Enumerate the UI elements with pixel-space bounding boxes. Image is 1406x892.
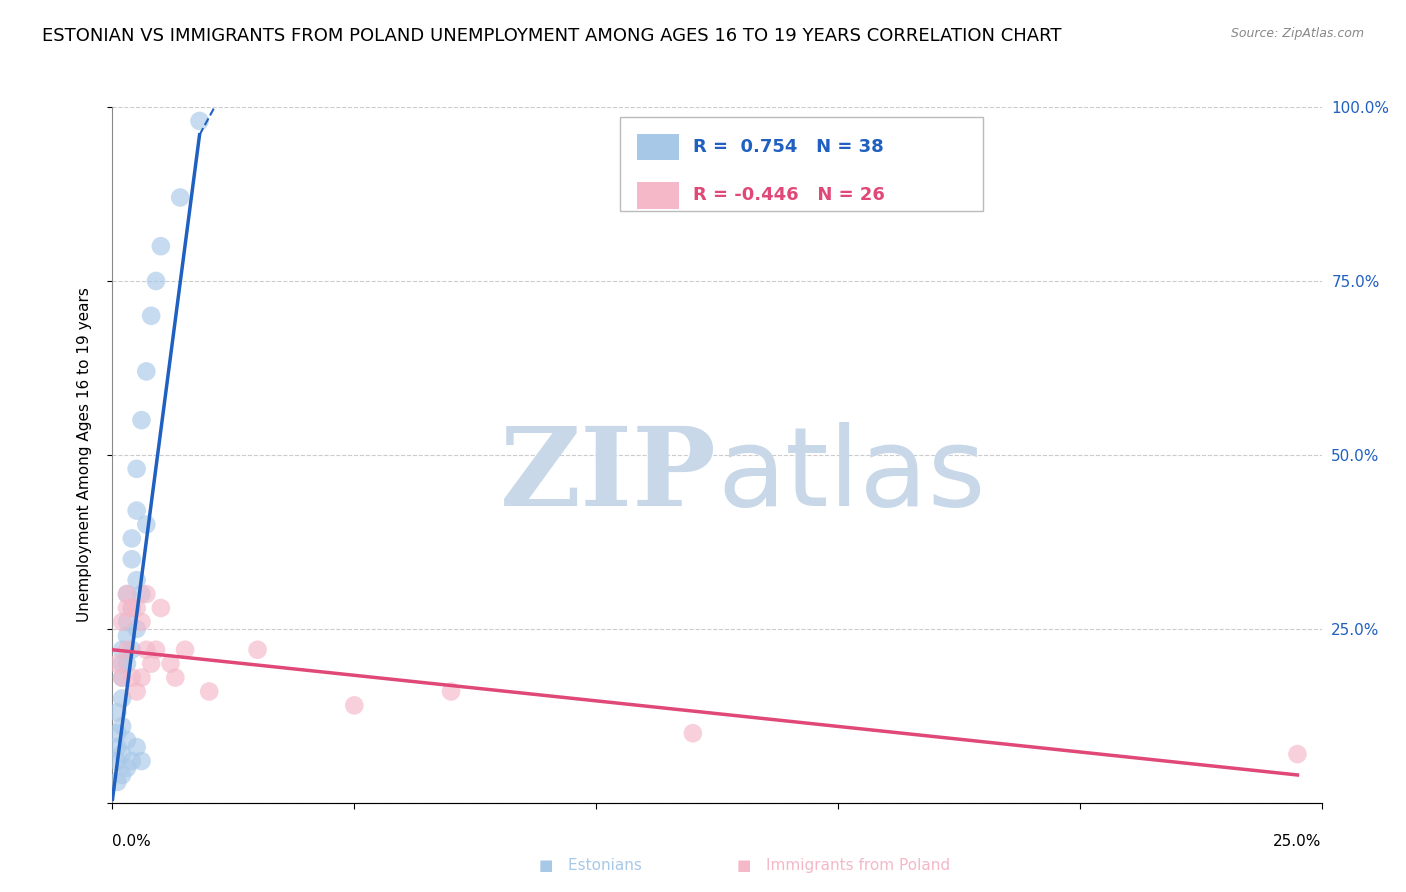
Text: ■   Estonians: ■ Estonians bbox=[538, 858, 643, 872]
Point bbox=[105, 740, 128, 755]
Point bbox=[121, 671, 143, 685]
Point bbox=[141, 657, 163, 671]
Point bbox=[111, 768, 134, 782]
Point bbox=[1286, 747, 1309, 761]
Text: 0.0%: 0.0% bbox=[112, 834, 152, 849]
Point bbox=[115, 642, 138, 657]
Point bbox=[121, 601, 143, 615]
Point bbox=[131, 587, 153, 601]
Point bbox=[343, 698, 366, 713]
Point bbox=[111, 657, 134, 671]
Point bbox=[111, 615, 134, 629]
Point bbox=[121, 642, 143, 657]
Point bbox=[105, 726, 128, 740]
Point bbox=[131, 671, 153, 685]
Point bbox=[111, 691, 134, 706]
Point bbox=[135, 642, 157, 657]
Point bbox=[125, 573, 148, 587]
Point bbox=[131, 413, 153, 427]
Point bbox=[682, 726, 704, 740]
Text: Source: ZipAtlas.com: Source: ZipAtlas.com bbox=[1230, 27, 1364, 40]
Point bbox=[115, 615, 138, 629]
Point bbox=[169, 190, 191, 204]
Point bbox=[198, 684, 221, 698]
Point bbox=[246, 642, 269, 657]
Point bbox=[121, 754, 143, 768]
Point bbox=[111, 747, 134, 761]
Point bbox=[115, 733, 138, 747]
Point bbox=[165, 671, 187, 685]
Point bbox=[125, 740, 148, 755]
Point bbox=[135, 587, 157, 601]
Point bbox=[105, 706, 128, 720]
Point bbox=[159, 657, 181, 671]
Point bbox=[135, 364, 157, 378]
Text: ZIP: ZIP bbox=[501, 422, 717, 529]
Text: 25.0%: 25.0% bbox=[1274, 834, 1322, 849]
Point bbox=[149, 601, 172, 615]
Point bbox=[125, 601, 148, 615]
Point bbox=[121, 532, 143, 546]
Point bbox=[135, 517, 157, 532]
Point bbox=[149, 239, 172, 253]
Y-axis label: Unemployment Among Ages 16 to 19 years: Unemployment Among Ages 16 to 19 years bbox=[77, 287, 91, 623]
Text: ESTONIAN VS IMMIGRANTS FROM POLAND UNEMPLOYMENT AMONG AGES 16 TO 19 YEARS CORREL: ESTONIAN VS IMMIGRANTS FROM POLAND UNEMP… bbox=[42, 27, 1062, 45]
Point bbox=[115, 629, 138, 643]
Point bbox=[145, 274, 167, 288]
Point bbox=[141, 309, 163, 323]
Point bbox=[111, 642, 134, 657]
Point bbox=[174, 642, 197, 657]
Point bbox=[115, 587, 138, 601]
Point bbox=[105, 754, 128, 768]
Text: atlas: atlas bbox=[717, 422, 986, 529]
Point bbox=[145, 642, 167, 657]
Point bbox=[111, 671, 134, 685]
Point bbox=[125, 462, 148, 476]
Point bbox=[440, 684, 463, 698]
Point bbox=[105, 657, 128, 671]
Point bbox=[131, 754, 153, 768]
Point bbox=[121, 601, 143, 615]
Point bbox=[111, 719, 134, 733]
Point bbox=[111, 671, 134, 685]
Point bbox=[115, 761, 138, 775]
Point bbox=[125, 503, 148, 517]
Text: ■   Immigrants from Poland: ■ Immigrants from Poland bbox=[737, 858, 950, 872]
Point bbox=[115, 587, 138, 601]
Point bbox=[131, 615, 153, 629]
Point bbox=[125, 622, 148, 636]
Point bbox=[121, 552, 143, 566]
Text: R =  0.754   N = 38: R = 0.754 N = 38 bbox=[693, 138, 884, 156]
Point bbox=[125, 684, 148, 698]
Text: R = -0.446   N = 26: R = -0.446 N = 26 bbox=[693, 186, 886, 204]
Point bbox=[115, 601, 138, 615]
Point bbox=[115, 657, 138, 671]
Point bbox=[188, 114, 211, 128]
Point bbox=[105, 775, 128, 789]
